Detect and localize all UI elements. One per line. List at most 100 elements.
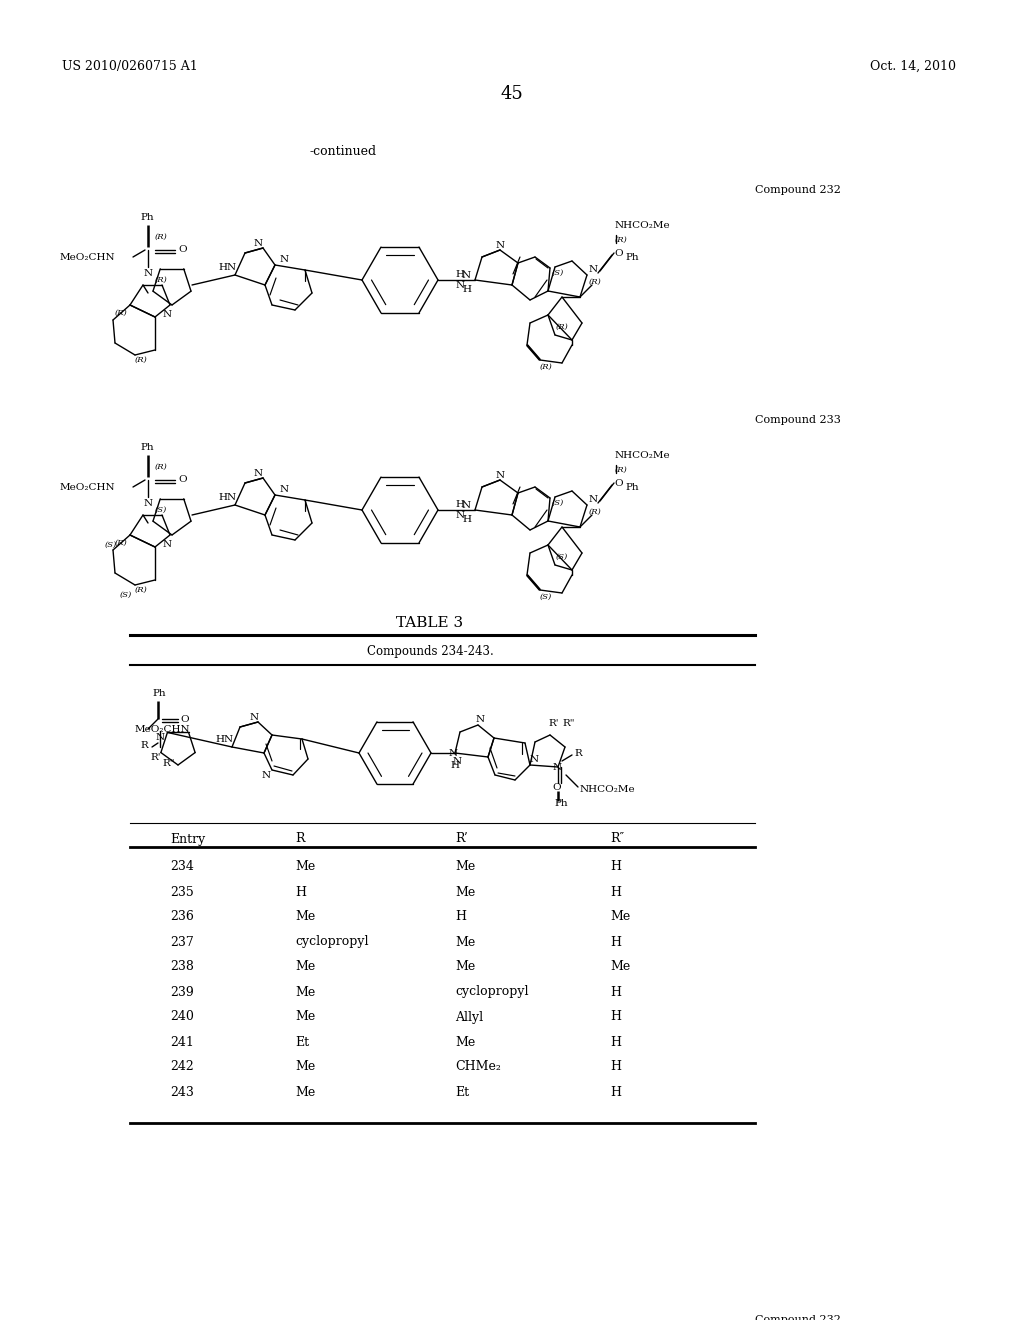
Text: Compound 232: Compound 232 xyxy=(755,185,841,195)
Text: TABLE 3: TABLE 3 xyxy=(396,616,464,630)
Text: (R): (R) xyxy=(589,508,602,516)
Text: NHCO₂Me: NHCO₂Me xyxy=(580,784,636,793)
Text: NHCO₂Me: NHCO₂Me xyxy=(615,220,671,230)
Text: R': R' xyxy=(548,718,558,727)
Text: 236: 236 xyxy=(170,911,194,924)
Text: Me: Me xyxy=(455,886,475,899)
Text: Me: Me xyxy=(295,1060,315,1073)
Text: N: N xyxy=(280,256,289,264)
Text: O: O xyxy=(614,479,623,487)
Text: 234: 234 xyxy=(170,861,194,874)
Text: Oct. 14, 2010: Oct. 14, 2010 xyxy=(870,59,956,73)
Text: N: N xyxy=(475,715,484,725)
Text: -continued: -continued xyxy=(310,145,377,158)
Text: H: H xyxy=(610,1085,621,1098)
Text: Me: Me xyxy=(295,986,315,998)
Text: Allyl: Allyl xyxy=(455,1011,483,1023)
Text: 241: 241 xyxy=(170,1035,194,1048)
Text: H: H xyxy=(610,861,621,874)
Text: H: H xyxy=(610,1011,621,1023)
Text: (R): (R) xyxy=(615,466,628,474)
Text: (R): (R) xyxy=(540,363,553,371)
Text: (R): (R) xyxy=(115,539,128,546)
Text: 45: 45 xyxy=(501,84,523,103)
Text: (S): (S) xyxy=(155,506,167,513)
Text: R": R" xyxy=(562,718,574,727)
Text: H: H xyxy=(610,886,621,899)
Text: H: H xyxy=(455,911,466,924)
Text: Ph: Ph xyxy=(152,689,166,697)
Text: HN: HN xyxy=(218,263,237,272)
Text: N: N xyxy=(462,271,471,280)
Text: R’: R’ xyxy=(455,833,468,846)
Text: H: H xyxy=(610,1060,621,1073)
Text: H: H xyxy=(610,986,621,998)
Text: (R): (R) xyxy=(556,323,568,331)
Text: MeO₂CHN: MeO₂CHN xyxy=(135,725,190,734)
Text: US 2010/0260715 A1: US 2010/0260715 A1 xyxy=(62,59,198,73)
Text: 237: 237 xyxy=(170,936,194,949)
Text: R: R xyxy=(295,833,304,846)
Text: (R): (R) xyxy=(115,309,128,317)
Text: Me: Me xyxy=(455,961,475,974)
Text: (S): (S) xyxy=(120,591,132,599)
Text: (R): (R) xyxy=(155,463,168,471)
Text: H
N: H N xyxy=(456,271,465,289)
Text: (R): (R) xyxy=(155,276,168,284)
Text: N: N xyxy=(553,763,562,771)
Text: 239: 239 xyxy=(170,986,194,998)
Text: N: N xyxy=(261,771,270,780)
Text: cyclopropyl: cyclopropyl xyxy=(455,986,528,998)
Text: Ph: Ph xyxy=(625,252,639,261)
Text: Me: Me xyxy=(455,861,475,874)
Text: N: N xyxy=(589,495,598,504)
Text: H: H xyxy=(295,886,306,899)
Text: (R): (R) xyxy=(615,236,628,244)
Text: Ph: Ph xyxy=(625,483,639,491)
Text: N: N xyxy=(530,755,539,764)
Text: N: N xyxy=(453,756,462,766)
Text: (R): (R) xyxy=(589,279,602,286)
Text: N: N xyxy=(253,239,262,248)
Text: R: R xyxy=(574,750,582,759)
Text: N: N xyxy=(280,486,289,495)
Text: cyclopropyl: cyclopropyl xyxy=(295,936,369,949)
Text: N: N xyxy=(156,733,165,742)
Text: 243: 243 xyxy=(170,1085,194,1098)
Text: Compounds 234-243.: Compounds 234-243. xyxy=(367,645,494,659)
Text: R": R" xyxy=(162,759,174,767)
Text: Et: Et xyxy=(455,1085,469,1098)
Text: Me: Me xyxy=(295,961,315,974)
Text: Entry: Entry xyxy=(170,833,205,846)
Text: HN: HN xyxy=(218,492,237,502)
Text: Ph: Ph xyxy=(554,799,567,808)
Text: Compound 233: Compound 233 xyxy=(755,414,841,425)
Text: (R): (R) xyxy=(135,586,147,594)
Text: Me: Me xyxy=(295,1011,315,1023)
Text: N: N xyxy=(496,240,505,249)
Text: H: H xyxy=(610,936,621,949)
Text: H: H xyxy=(451,760,460,770)
Text: MeO₂CHN: MeO₂CHN xyxy=(60,252,116,261)
Text: (S): (S) xyxy=(540,593,552,601)
Text: (S): (S) xyxy=(552,269,564,277)
Text: Ph: Ph xyxy=(140,442,154,451)
Text: N: N xyxy=(250,714,259,722)
Text: N: N xyxy=(496,470,505,479)
Text: Me: Me xyxy=(455,936,475,949)
Text: (S): (S) xyxy=(105,541,118,549)
Text: H: H xyxy=(462,516,471,524)
Text: Me: Me xyxy=(455,1035,475,1048)
Text: N: N xyxy=(462,500,471,510)
Text: N: N xyxy=(253,469,262,478)
Text: R″: R″ xyxy=(610,833,624,846)
Text: Me: Me xyxy=(610,911,630,924)
Text: HN: HN xyxy=(215,735,233,744)
Text: Ph: Ph xyxy=(140,213,154,222)
Text: O: O xyxy=(178,246,186,255)
Text: R: R xyxy=(140,741,147,750)
Text: NHCO₂Me: NHCO₂Me xyxy=(615,450,671,459)
Text: H: H xyxy=(610,1035,621,1048)
Text: H
N: H N xyxy=(456,500,465,520)
Text: N: N xyxy=(449,748,458,758)
